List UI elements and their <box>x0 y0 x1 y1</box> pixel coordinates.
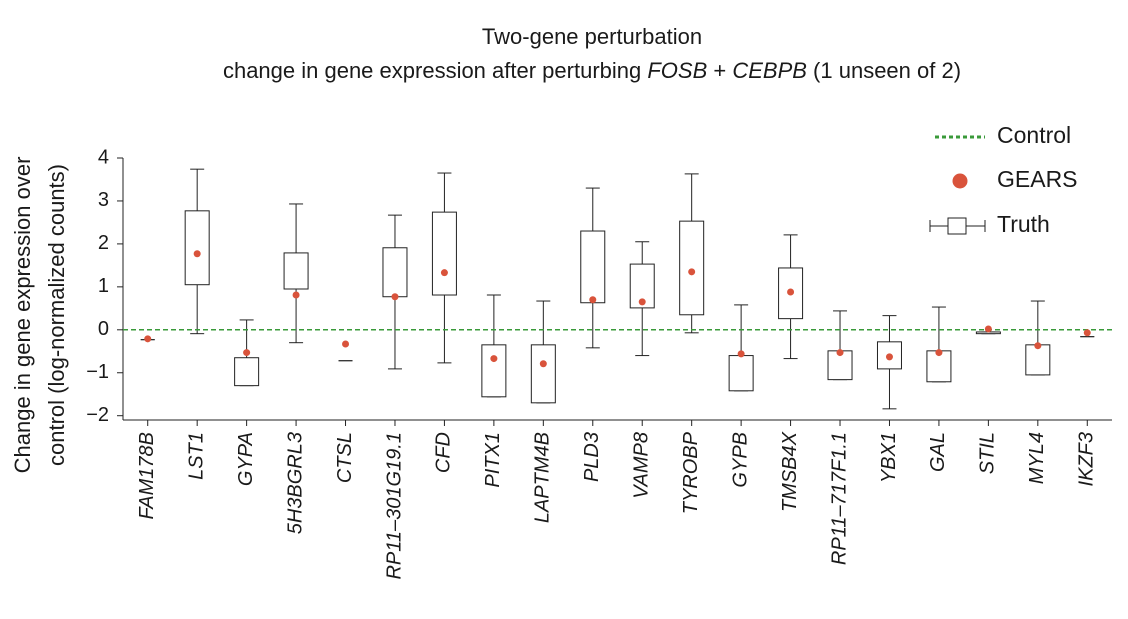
x-tick-label: IKZF3 <box>1076 432 1098 486</box>
gears-point <box>440 269 448 277</box>
legend-label: GEARS <box>997 166 1078 192</box>
gears-point <box>243 349 251 357</box>
y-tick-label: −1 <box>86 361 109 383</box>
y-tick-label: 2 <box>98 232 109 254</box>
gears-point <box>787 288 795 296</box>
gears-point <box>688 268 696 276</box>
chart-subtitle: change in gene expression after perturbi… <box>223 58 961 83</box>
y-tick-label: −2 <box>86 404 109 426</box>
gears-point <box>193 250 201 258</box>
x-tick-label: GYPB <box>729 432 751 488</box>
x-tick-label: TMSB4X <box>779 431 801 512</box>
x-tick-label: GYPA <box>235 432 257 486</box>
x-tick-label: VAMP8 <box>631 432 653 499</box>
gears-point <box>342 340 350 348</box>
x-tick-label: RP11–301G19.1 <box>383 432 405 580</box>
gears-point <box>589 296 597 304</box>
box <box>234 357 260 387</box>
x-tick-label: RP11–717F1.1 <box>828 432 850 565</box>
gears-point <box>292 291 300 299</box>
y-axis-label: control (log-normalized counts) <box>44 164 69 466</box>
subtitle-part: CEBPB <box>732 58 807 83</box>
gears-point <box>935 349 943 357</box>
x-tick-label: MYL4 <box>1026 432 1048 484</box>
box <box>283 252 309 290</box>
gears-point <box>490 355 498 363</box>
legend-gears-swatch <box>952 173 968 189</box>
y-tick-label: 1 <box>98 275 109 297</box>
x-tick-label: 5H3BGRL3 <box>284 432 306 534</box>
legend-truth-swatch <box>947 217 967 235</box>
box <box>382 247 408 298</box>
legend-label: Truth <box>997 211 1050 237</box>
box <box>481 344 507 398</box>
x-tick-label: YBX1 <box>878 432 900 483</box>
legend-label: Control <box>997 122 1071 148</box>
x-tick-label: GAL <box>927 432 949 472</box>
subtitle-part: change in gene expression after perturbi… <box>223 58 647 83</box>
y-tick-label: 3 <box>98 189 109 211</box>
gears-point <box>144 335 152 343</box>
y-tick-label: 4 <box>98 146 109 168</box>
gears-point <box>737 350 745 358</box>
gears-point <box>836 349 844 357</box>
x-tick-label: PLD3 <box>581 432 603 482</box>
gears-point <box>1083 329 1091 337</box>
x-tick-label: CFD <box>433 432 455 473</box>
box <box>184 210 210 286</box>
x-tick-label: FAM178B <box>136 432 158 519</box>
x-tick-label: STIL <box>977 432 999 474</box>
box <box>728 355 754 392</box>
gears-point <box>539 360 547 368</box>
box <box>1025 344 1051 376</box>
y-tick-label: 0 <box>98 318 109 340</box>
subtitle-part: FOSB <box>647 58 707 83</box>
x-tick-label: LAPTM4B <box>532 432 554 523</box>
gears-point <box>391 293 399 301</box>
gears-point <box>1034 342 1042 350</box>
subtitle-part: + <box>707 58 732 83</box>
chart-title: Two-gene perturbation <box>482 24 702 49</box>
box <box>431 211 457 296</box>
box <box>679 220 705 316</box>
box <box>530 344 556 404</box>
gears-point <box>984 325 992 333</box>
x-tick-label: TYROBP <box>680 431 702 514</box>
x-tick-label: LST1 <box>185 432 207 480</box>
box <box>580 230 606 304</box>
gears-point <box>638 298 646 306</box>
x-tick-label: CTSL <box>334 432 356 483</box>
gears-point <box>885 353 893 361</box>
subtitle-part: (1 unseen of 2) <box>807 58 961 83</box>
x-tick-label: PITX1 <box>482 432 504 488</box>
y-axis-label: Change in gene expression over <box>10 157 35 474</box>
